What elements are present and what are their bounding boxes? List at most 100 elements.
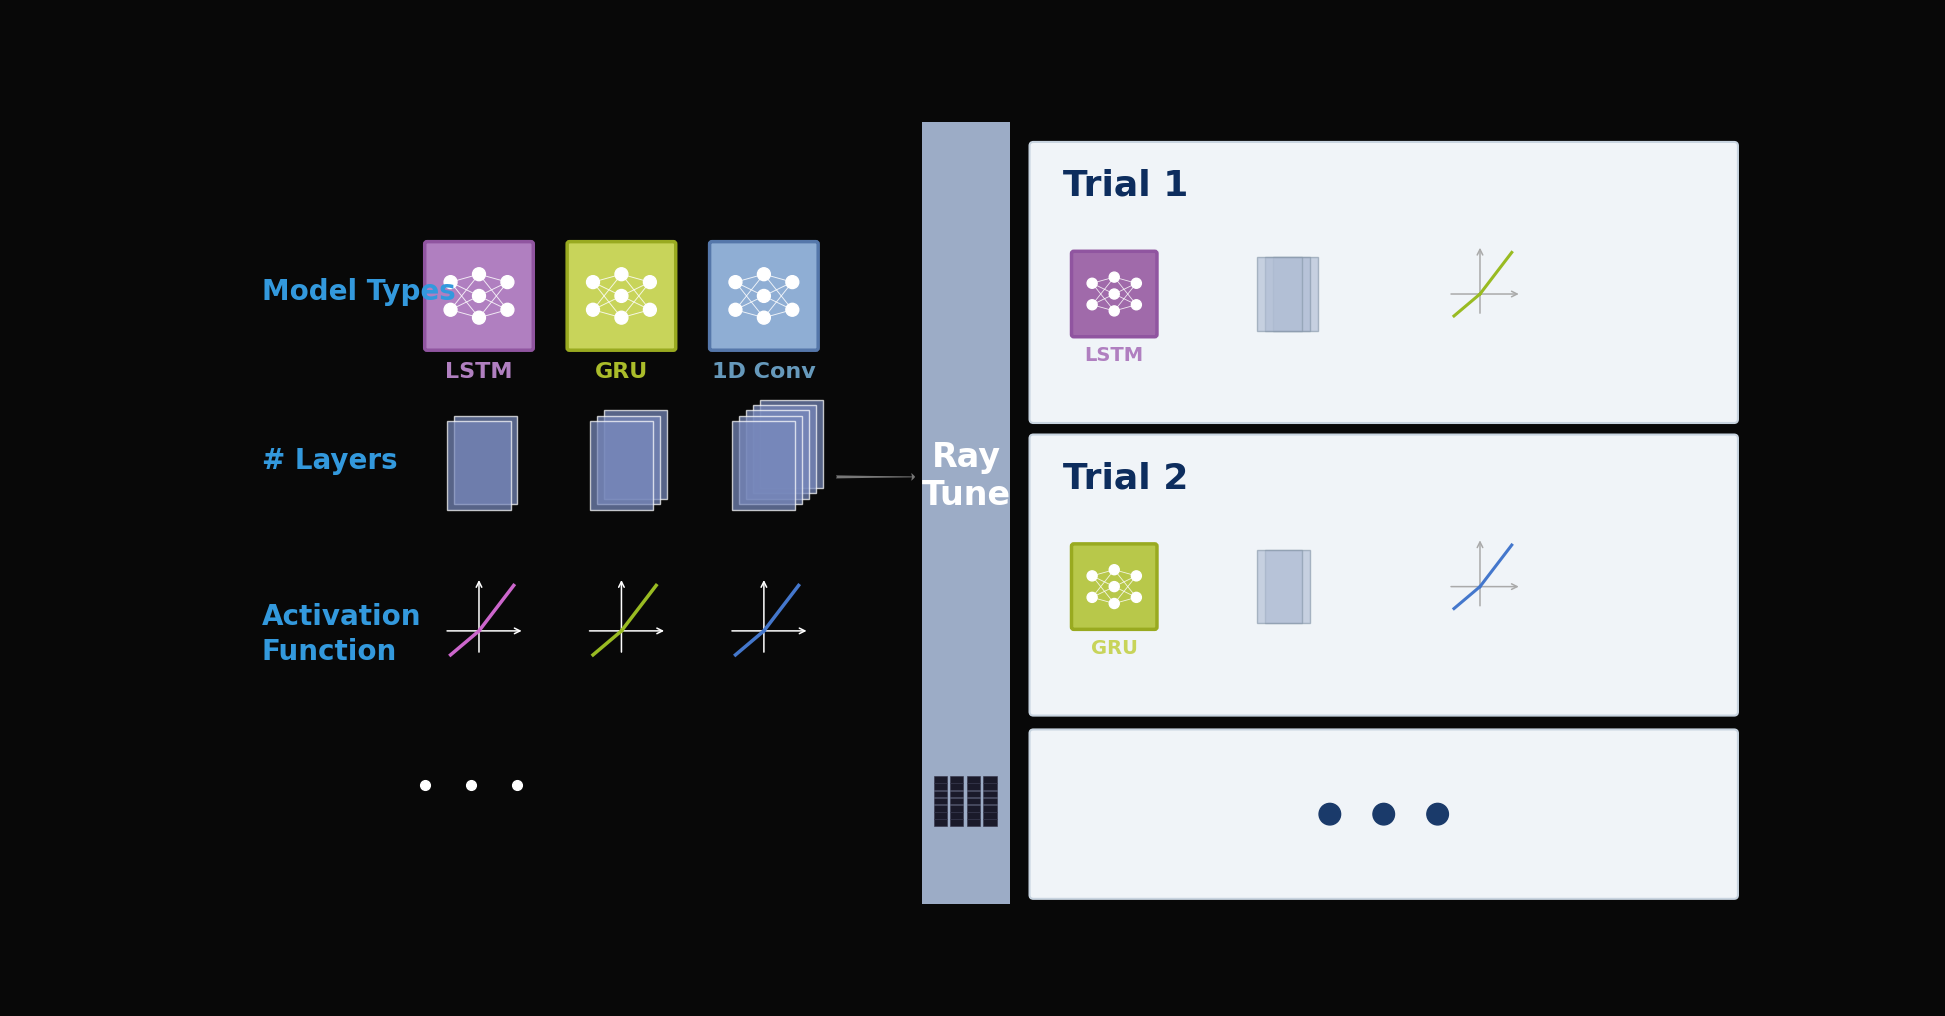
FancyBboxPatch shape — [1029, 729, 1739, 899]
Circle shape — [757, 268, 770, 280]
Polygon shape — [447, 421, 510, 510]
Circle shape — [1109, 289, 1118, 299]
Circle shape — [1109, 565, 1118, 575]
Circle shape — [757, 311, 770, 324]
FancyBboxPatch shape — [967, 805, 980, 812]
Circle shape — [587, 275, 599, 289]
Text: LSTM: LSTM — [1085, 346, 1144, 365]
FancyBboxPatch shape — [934, 798, 947, 805]
FancyBboxPatch shape — [934, 783, 947, 789]
Polygon shape — [733, 421, 796, 510]
Polygon shape — [1258, 257, 1301, 330]
FancyBboxPatch shape — [1072, 251, 1157, 336]
FancyBboxPatch shape — [984, 798, 996, 805]
Circle shape — [502, 275, 513, 289]
FancyBboxPatch shape — [984, 783, 996, 789]
Text: GRU: GRU — [595, 362, 648, 382]
Circle shape — [729, 275, 741, 289]
Circle shape — [615, 290, 628, 303]
Polygon shape — [1258, 550, 1301, 623]
Circle shape — [729, 304, 741, 316]
FancyBboxPatch shape — [951, 805, 963, 812]
Polygon shape — [1264, 550, 1309, 623]
Circle shape — [443, 304, 457, 316]
Polygon shape — [760, 399, 823, 488]
FancyBboxPatch shape — [568, 242, 675, 351]
FancyBboxPatch shape — [967, 812, 980, 819]
FancyBboxPatch shape — [951, 798, 963, 805]
Circle shape — [644, 275, 655, 289]
Circle shape — [1132, 571, 1142, 581]
FancyBboxPatch shape — [951, 776, 963, 782]
FancyBboxPatch shape — [710, 242, 819, 351]
FancyBboxPatch shape — [934, 812, 947, 819]
FancyBboxPatch shape — [967, 819, 980, 826]
Circle shape — [1087, 278, 1097, 289]
Circle shape — [1373, 804, 1395, 825]
Circle shape — [615, 268, 628, 280]
FancyBboxPatch shape — [1029, 435, 1739, 715]
Text: GRU: GRU — [1091, 639, 1138, 657]
FancyBboxPatch shape — [967, 776, 980, 782]
Text: Activation: Activation — [263, 604, 422, 631]
Circle shape — [473, 268, 486, 280]
FancyBboxPatch shape — [1029, 142, 1739, 423]
Polygon shape — [455, 416, 517, 504]
Circle shape — [502, 304, 513, 316]
FancyBboxPatch shape — [934, 790, 947, 798]
FancyBboxPatch shape — [934, 819, 947, 826]
Text: Model Types: Model Types — [263, 278, 455, 306]
FancyBboxPatch shape — [951, 790, 963, 798]
Circle shape — [473, 311, 486, 324]
Circle shape — [1087, 592, 1097, 602]
FancyBboxPatch shape — [951, 783, 963, 789]
Circle shape — [1132, 300, 1142, 310]
Polygon shape — [597, 416, 659, 504]
FancyBboxPatch shape — [934, 776, 947, 782]
Text: Function: Function — [263, 638, 397, 666]
Circle shape — [1319, 804, 1340, 825]
Circle shape — [615, 311, 628, 324]
Circle shape — [443, 275, 457, 289]
Circle shape — [1132, 278, 1142, 289]
FancyBboxPatch shape — [967, 783, 980, 789]
Polygon shape — [747, 410, 809, 499]
Circle shape — [786, 275, 799, 289]
FancyBboxPatch shape — [922, 122, 1009, 904]
Circle shape — [1428, 804, 1449, 825]
FancyBboxPatch shape — [424, 242, 533, 351]
Circle shape — [1132, 592, 1142, 602]
Polygon shape — [1272, 257, 1317, 330]
FancyBboxPatch shape — [967, 790, 980, 798]
Circle shape — [1109, 598, 1118, 609]
Circle shape — [1087, 300, 1097, 310]
Polygon shape — [603, 410, 667, 499]
Circle shape — [757, 290, 770, 303]
FancyBboxPatch shape — [984, 805, 996, 812]
Polygon shape — [589, 421, 654, 510]
Polygon shape — [753, 405, 817, 494]
Text: 1D Conv: 1D Conv — [712, 362, 815, 382]
Circle shape — [786, 304, 799, 316]
FancyBboxPatch shape — [984, 776, 996, 782]
Polygon shape — [1264, 257, 1309, 330]
Circle shape — [1109, 581, 1118, 591]
FancyBboxPatch shape — [984, 819, 996, 826]
Circle shape — [587, 304, 599, 316]
Circle shape — [644, 304, 655, 316]
Circle shape — [1109, 272, 1118, 282]
FancyBboxPatch shape — [984, 812, 996, 819]
FancyBboxPatch shape — [951, 819, 963, 826]
Text: # Layers: # Layers — [263, 447, 397, 475]
Text: Ray
Tune: Ray Tune — [922, 441, 1011, 512]
FancyBboxPatch shape — [934, 805, 947, 812]
Polygon shape — [739, 416, 803, 504]
FancyBboxPatch shape — [951, 812, 963, 819]
FancyBboxPatch shape — [967, 798, 980, 805]
FancyBboxPatch shape — [984, 790, 996, 798]
Text: Trial 1: Trial 1 — [1062, 169, 1188, 203]
FancyBboxPatch shape — [1072, 544, 1157, 629]
Circle shape — [473, 290, 486, 303]
Circle shape — [1087, 571, 1097, 581]
Text: LSTM: LSTM — [445, 362, 513, 382]
